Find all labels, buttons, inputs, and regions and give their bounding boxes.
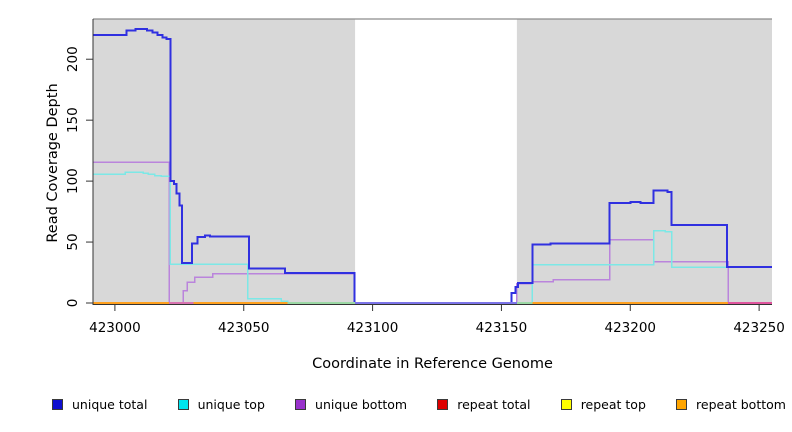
legend-item-unique-bottom: unique bottom xyxy=(295,397,407,412)
y-tick-label: 150 xyxy=(65,107,81,133)
series-line-unique-total xyxy=(93,27,772,304)
x-tick-label: 423150 xyxy=(476,320,528,336)
legend: unique total unique top unique bottom repea… xyxy=(0,397,792,412)
gap-region xyxy=(355,19,517,305)
y-tick-label: 200 xyxy=(65,46,81,72)
legend-label: unique total xyxy=(72,397,148,412)
x-axis-title: Coordinate in Reference Genome xyxy=(312,356,553,372)
legend-swatch xyxy=(676,399,688,410)
series-line-unique-top xyxy=(93,171,772,304)
legend-item-unique-top: unique top xyxy=(177,397,265,412)
x-tick-label: 423050 xyxy=(218,320,270,336)
legend-item-repeat-top: repeat top xyxy=(560,397,646,412)
legend-swatch xyxy=(177,399,189,410)
legend-swatch xyxy=(437,399,449,410)
x-tick-label: 423200 xyxy=(604,320,656,336)
legend-label: unique bottom xyxy=(315,397,408,412)
y-tick-label: 50 xyxy=(65,233,81,250)
y-axis-title: Read Coverage Depth xyxy=(45,83,61,243)
legend-label: repeat total xyxy=(457,397,531,412)
y-tick-label: 0 xyxy=(65,299,81,308)
legend-item-repeat-total: repeat total xyxy=(437,397,531,412)
legend-item-unique-total: unique total xyxy=(52,397,147,412)
chart-canvas: 423000 423050 423100 423150 423200 423250 0 50 1… xyxy=(65,18,785,336)
y-tick-label: 100 xyxy=(65,168,81,194)
legend-item-repeat-bottom: repeat bottom xyxy=(676,397,786,412)
legend-label: repeat bottom xyxy=(696,397,786,412)
legend-label: unique top xyxy=(197,397,265,412)
legend-label: repeat top xyxy=(580,397,646,412)
legend-swatch xyxy=(560,399,572,410)
x-tick-label: 423000 xyxy=(89,320,141,336)
x-tick-label: 423100 xyxy=(347,320,399,336)
x-tick-label: 423250 xyxy=(733,320,785,336)
legend-swatch xyxy=(295,399,307,410)
legend-swatch xyxy=(52,399,63,410)
